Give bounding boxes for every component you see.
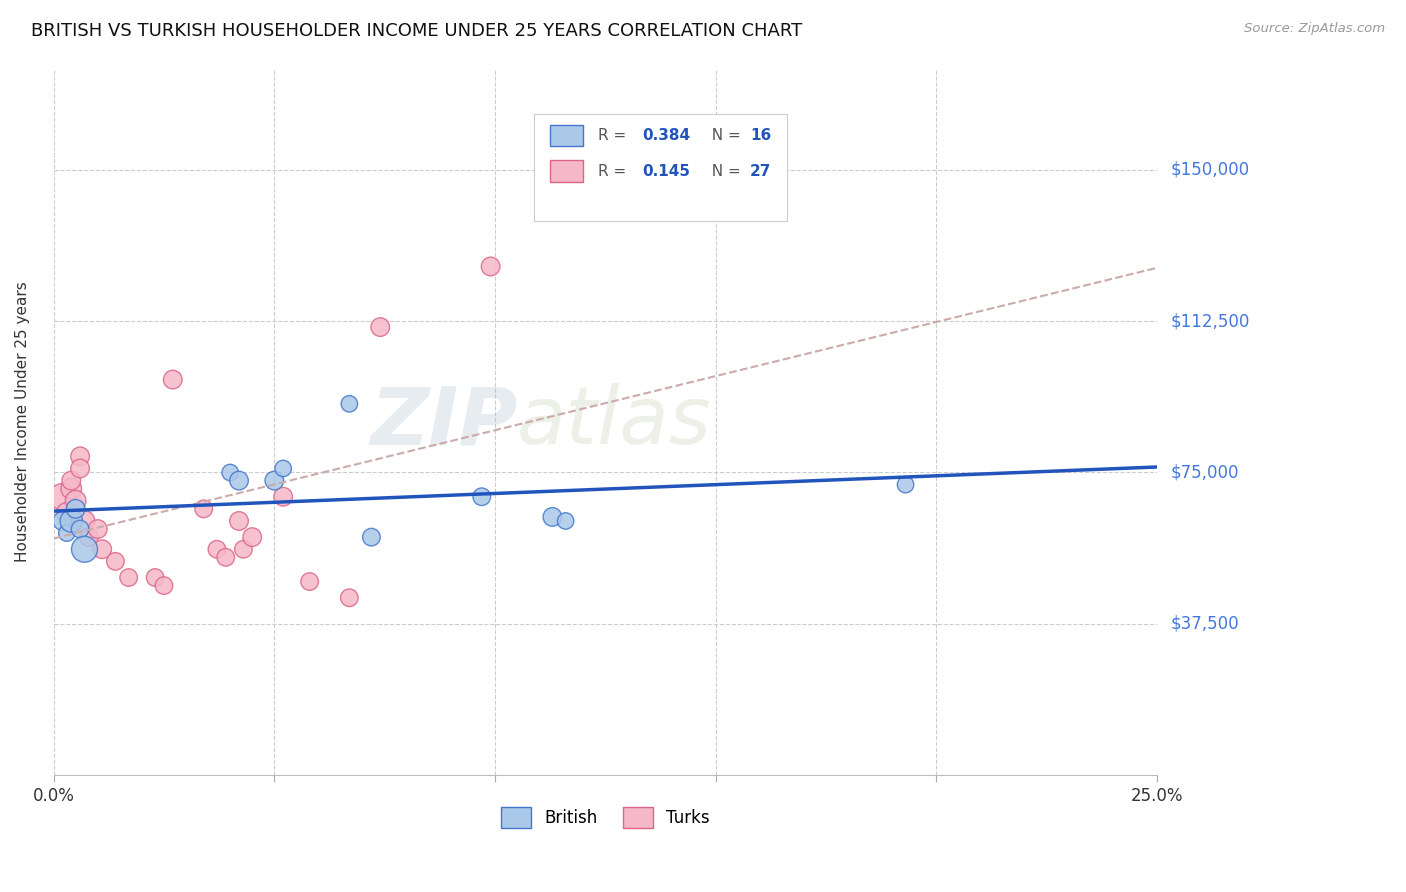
FancyBboxPatch shape bbox=[550, 161, 583, 182]
FancyBboxPatch shape bbox=[534, 114, 787, 220]
Point bbox=[228, 474, 250, 488]
Point bbox=[271, 490, 294, 504]
Point bbox=[894, 477, 917, 491]
Text: ZIP: ZIP bbox=[370, 383, 517, 461]
Point bbox=[118, 570, 141, 584]
Point bbox=[69, 522, 91, 536]
Y-axis label: Householder Income Under 25 years: Householder Income Under 25 years bbox=[15, 282, 30, 562]
Text: R =: R = bbox=[598, 128, 631, 144]
Legend: British, Turks: British, Turks bbox=[495, 801, 716, 834]
Text: $150,000: $150,000 bbox=[1171, 161, 1250, 178]
Point bbox=[60, 474, 83, 488]
Point bbox=[104, 554, 127, 568]
Point bbox=[77, 530, 100, 544]
Point bbox=[153, 579, 176, 593]
Point bbox=[162, 373, 184, 387]
Text: 0.145: 0.145 bbox=[641, 163, 690, 178]
Text: N =: N = bbox=[703, 163, 747, 178]
Text: BRITISH VS TURKISH HOUSEHOLDER INCOME UNDER 25 YEARS CORRELATION CHART: BRITISH VS TURKISH HOUSEHOLDER INCOME UN… bbox=[31, 22, 803, 40]
Point bbox=[73, 514, 96, 528]
Point bbox=[60, 514, 83, 528]
Text: Source: ZipAtlas.com: Source: ZipAtlas.com bbox=[1244, 22, 1385, 36]
Point bbox=[240, 530, 263, 544]
Point bbox=[56, 526, 79, 541]
Point bbox=[65, 493, 87, 508]
Point bbox=[219, 466, 242, 480]
Point bbox=[51, 490, 73, 504]
Point bbox=[471, 490, 494, 504]
Point bbox=[337, 397, 360, 411]
Text: R =: R = bbox=[598, 163, 631, 178]
Point bbox=[368, 320, 391, 334]
Point bbox=[205, 542, 228, 557]
Text: $112,500: $112,500 bbox=[1171, 312, 1250, 330]
Point bbox=[360, 530, 382, 544]
Text: atlas: atlas bbox=[517, 383, 711, 461]
Point bbox=[143, 570, 166, 584]
Point bbox=[60, 482, 83, 496]
Text: 27: 27 bbox=[749, 163, 772, 178]
Point bbox=[479, 260, 502, 274]
Point bbox=[298, 574, 321, 589]
FancyBboxPatch shape bbox=[550, 125, 583, 146]
Text: $75,000: $75,000 bbox=[1171, 464, 1240, 482]
Point bbox=[65, 501, 87, 516]
Point bbox=[215, 550, 238, 565]
Point bbox=[56, 506, 79, 520]
Point bbox=[541, 510, 564, 524]
Text: N =: N = bbox=[703, 128, 747, 144]
Point bbox=[73, 542, 96, 557]
Point bbox=[554, 514, 576, 528]
Point bbox=[232, 542, 254, 557]
Point bbox=[228, 514, 250, 528]
Point bbox=[51, 514, 73, 528]
Text: 16: 16 bbox=[749, 128, 770, 144]
Point bbox=[87, 522, 110, 536]
Point bbox=[271, 461, 294, 475]
Point bbox=[263, 474, 285, 488]
Point bbox=[69, 450, 91, 464]
Point bbox=[91, 542, 114, 557]
Point bbox=[337, 591, 360, 605]
Point bbox=[69, 461, 91, 475]
Text: $37,500: $37,500 bbox=[1171, 615, 1240, 633]
Text: 0.384: 0.384 bbox=[641, 128, 690, 144]
Point bbox=[193, 501, 215, 516]
